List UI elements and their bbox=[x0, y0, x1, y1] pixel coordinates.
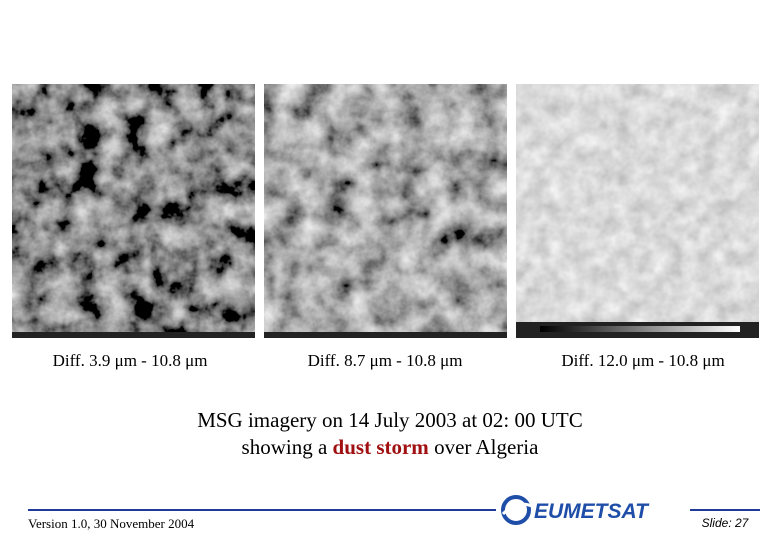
satellite-image bbox=[516, 84, 759, 338]
caption-line: MSG imagery on 14 July 2003 at 02: 00 UT… bbox=[197, 408, 583, 432]
panel-caption: Diff. 3.9 μm - 10.8 μm bbox=[53, 351, 208, 370]
logo: EUMETSAT bbox=[501, 495, 650, 525]
caption-line: showing a dust storm over Algeria bbox=[242, 435, 540, 459]
satellite-image bbox=[12, 84, 255, 338]
satellite-image bbox=[264, 84, 507, 338]
version: Version 1.0, 30 November 2004 bbox=[28, 516, 195, 531]
caption-highlight: dust storm bbox=[333, 435, 430, 459]
logo-text: EUMETSAT bbox=[534, 500, 650, 523]
panel-caption: Diff. 8.7 μm - 10.8 μm bbox=[308, 351, 463, 370]
caption-text: showing a bbox=[242, 435, 333, 459]
panel-caption: Diff. 12.0 μm - 10.8 μm bbox=[561, 351, 724, 370]
caption-text: over Algeria bbox=[429, 435, 539, 459]
slide-number: Slide: 27 bbox=[702, 516, 750, 530]
